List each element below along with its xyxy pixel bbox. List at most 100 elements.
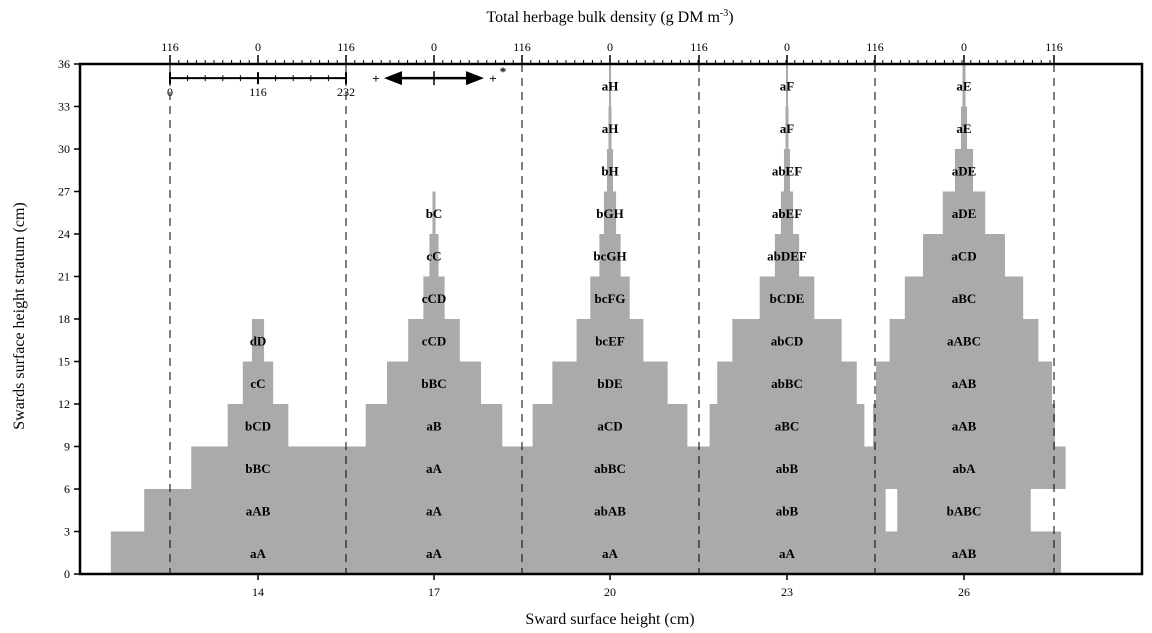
bar-label-14-15: dD: [250, 333, 267, 348]
bar-label-26-12: aAB: [952, 376, 977, 391]
y-tick-label-27: 27: [58, 185, 70, 199]
bar-14-12: [242, 361, 274, 404]
top-tick-label-10: 116: [1045, 40, 1063, 54]
bar-20-6: [512, 446, 708, 489]
x-axis-title: Sward surface height (cm): [525, 611, 694, 628]
sig-arrow-head-right: [466, 71, 484, 86]
bar-20-18: [590, 276, 630, 319]
bar-label-20-30: aH: [602, 121, 619, 136]
bar-label-20-3: abAB: [594, 503, 626, 518]
bar-26-9: [872, 404, 1056, 447]
bar-20-21: [599, 234, 621, 277]
bar-label-23-18: bCDE: [770, 291, 805, 306]
bar-label-17-18: cCD: [422, 291, 447, 306]
bar-26-18: [904, 276, 1024, 319]
frame-layer: [74, 55, 1144, 580]
bar-17-21: [429, 234, 439, 277]
bar-label-23-21: abDEF: [767, 248, 807, 263]
y-tick-label-21: 21: [58, 270, 70, 284]
bar-label-26-27: aDE: [952, 163, 977, 178]
top-tick-label-3: 0: [431, 40, 437, 54]
bar-label-23-12: abBC: [771, 376, 803, 391]
bar-label-23-9: aBC: [775, 418, 800, 433]
scale-bar-label-to: 232: [337, 85, 355, 99]
sig-arrow-head-left: [384, 71, 402, 86]
x-tick-label-17: 17: [428, 585, 440, 599]
bar-23-12: [717, 361, 857, 404]
bar-label-17-6: aA: [426, 461, 443, 476]
bar-label-20-6: abBC: [594, 461, 626, 476]
bar-label-23-0: aA: [779, 546, 796, 561]
bar-label-17-24: bC: [426, 206, 443, 221]
y-tick-label-30: 30: [58, 142, 70, 156]
bar-label-23-30: aF: [780, 121, 795, 136]
bar-26-3: [897, 489, 1031, 532]
bar-label-26-21: aCD: [951, 248, 976, 263]
bar-label-14-3: aAB: [246, 503, 271, 518]
bar-label-17-12: bBC: [421, 376, 446, 391]
bar-label-20-15: bcEF: [595, 333, 625, 348]
bar-label-23-24: abEF: [772, 206, 802, 221]
bar-26-24: [942, 191, 986, 234]
top-axis-title-superscript: -3: [720, 8, 728, 19]
bar-23-30: [785, 106, 789, 149]
bars-layer: [110, 64, 1066, 574]
bar-23-24: [780, 191, 794, 234]
bar-label-20-18: bcFG: [594, 291, 625, 306]
bar-20-9: [532, 404, 688, 447]
bar-label-20-0: aA: [602, 546, 619, 561]
top-tick-label-7: 0: [784, 40, 790, 54]
y-tick-label-12: 12: [58, 397, 70, 411]
bar-label-20-9: aCD: [597, 418, 622, 433]
bar-label-26-3: bABC: [947, 503, 982, 518]
bar-17-12: [386, 361, 482, 404]
x-tick-label-14: 14: [252, 585, 264, 599]
scale-bar-label-mid: 116: [249, 85, 267, 99]
bar-label-23-6: abB: [776, 461, 799, 476]
bar-label-23-33: aF: [780, 78, 795, 93]
bar-label-26-18: aBC: [952, 291, 977, 306]
bar-label-20-12: bDE: [597, 376, 622, 391]
bar-label-20-24: bGH: [596, 206, 623, 221]
top-tick-label-9: 0: [961, 40, 967, 54]
bar-26-21: [923, 234, 1005, 277]
bar-17-9: [365, 404, 503, 447]
bar-label-20-27: bH: [601, 163, 618, 178]
guides-layer: [169, 64, 1055, 574]
bar-20-12: [552, 361, 668, 404]
y-axis-title: Swards surface height stratum (cm): [11, 202, 28, 429]
sig-asterisk: *: [500, 64, 507, 79]
bar-label-26-24: aDE: [952, 206, 977, 221]
bar-26-6: [862, 446, 1066, 489]
bar-label-23-27: abEF: [772, 163, 802, 178]
x-tick-label-20: 20: [604, 585, 616, 599]
bar-23-15: [732, 319, 842, 362]
bar-label-26-15: aABC: [947, 333, 981, 348]
bar-23-6: [686, 446, 888, 489]
top-tick-label-2: 116: [337, 40, 355, 54]
bar-label-17-21: cC: [426, 248, 441, 263]
bar-14-6: [191, 446, 325, 489]
top-axis-title-close: ): [728, 9, 733, 26]
labels-layer: aA aAB bBC bCD cC dD aA aA aA aB bBC cCD cCD cC bC aA ab…: [58, 40, 1063, 599]
bar-label-14-6: bBC: [245, 461, 270, 476]
bar-label-14-0: aA: [250, 546, 267, 561]
bar-14-9: [227, 404, 289, 447]
y-tick-label-15: 15: [58, 355, 70, 369]
bar-26-12: [876, 361, 1052, 404]
bar-label-14-12: cC: [250, 376, 265, 391]
bar-20-15: [576, 319, 644, 362]
bar-17-18: [423, 276, 445, 319]
bar-label-17-0: aA: [426, 546, 443, 561]
bar-label-20-21: bcGH: [593, 248, 626, 263]
bar-label-23-15: abCD: [771, 333, 804, 348]
bar-label-26-30: aE: [956, 121, 971, 136]
bar-label-14-9: bCD: [245, 418, 271, 433]
bar-26-33: [962, 64, 966, 107]
bar-23-33: [786, 64, 788, 107]
bar-23-21: [774, 234, 800, 277]
bar-20-24: [603, 191, 617, 234]
bar-26-30: [960, 106, 968, 149]
x-tick-label-26: 26: [958, 585, 970, 599]
